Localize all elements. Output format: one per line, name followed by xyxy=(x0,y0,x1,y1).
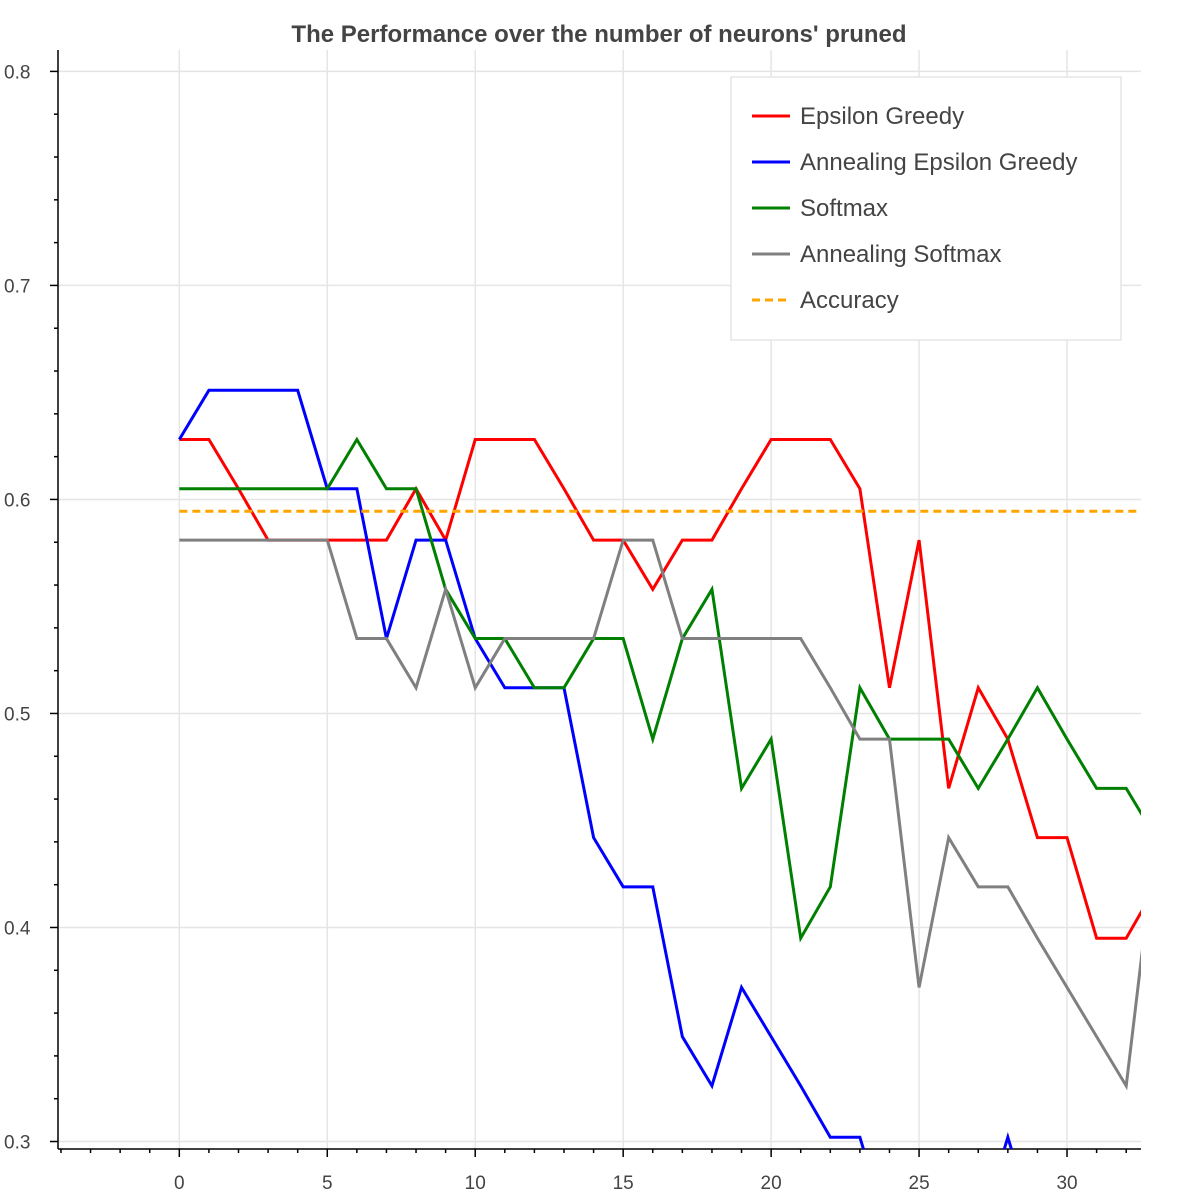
legend-label: Accuracy xyxy=(800,287,899,314)
y-tick-label: 0.7 xyxy=(4,276,30,297)
y-tick-label: 0.6 xyxy=(4,490,30,511)
series-line-softmax xyxy=(179,436,1141,943)
series-line-annealing-epsilon-greedy xyxy=(178,388,1013,1149)
x-tick-label: 30 xyxy=(1056,1173,1077,1194)
series-line-epsilon-greedy xyxy=(179,438,1141,940)
legend-label: Annealing Epsilon Greedy xyxy=(800,149,1078,176)
x-tick-label: 0 xyxy=(174,1173,185,1194)
series-line-annealing-softmax xyxy=(179,538,1141,1091)
legend: Epsilon Greedy Annealing Epsilon Greedy So… xyxy=(730,76,1122,341)
y-tick-label: 0.4 xyxy=(4,918,31,939)
y-tick-label: 0.3 xyxy=(4,1133,30,1154)
x-tick-label: 10 xyxy=(465,1173,486,1194)
series-group xyxy=(178,388,1141,1149)
chart-title: The Performance over the number of neuro… xyxy=(291,21,906,48)
legend-label: Annealing Softmax xyxy=(800,241,1001,268)
legend-label: Softmax xyxy=(800,195,888,222)
x-tick-label: 20 xyxy=(761,1173,782,1194)
axes: 0 5 10 15 20 25 30 0.3 0.4 0.5 0.6 0.7 0.8 xyxy=(4,50,1141,1194)
x-tick-label: 5 xyxy=(322,1173,333,1194)
x-tick-label: 15 xyxy=(613,1173,634,1194)
x-tick-label: 25 xyxy=(909,1173,930,1194)
legend-label: Epsilon Greedy xyxy=(800,103,964,130)
legend-box xyxy=(730,76,1122,341)
y-tick-label: 0.8 xyxy=(4,62,30,83)
y-tick-label: 0.5 xyxy=(4,704,30,725)
